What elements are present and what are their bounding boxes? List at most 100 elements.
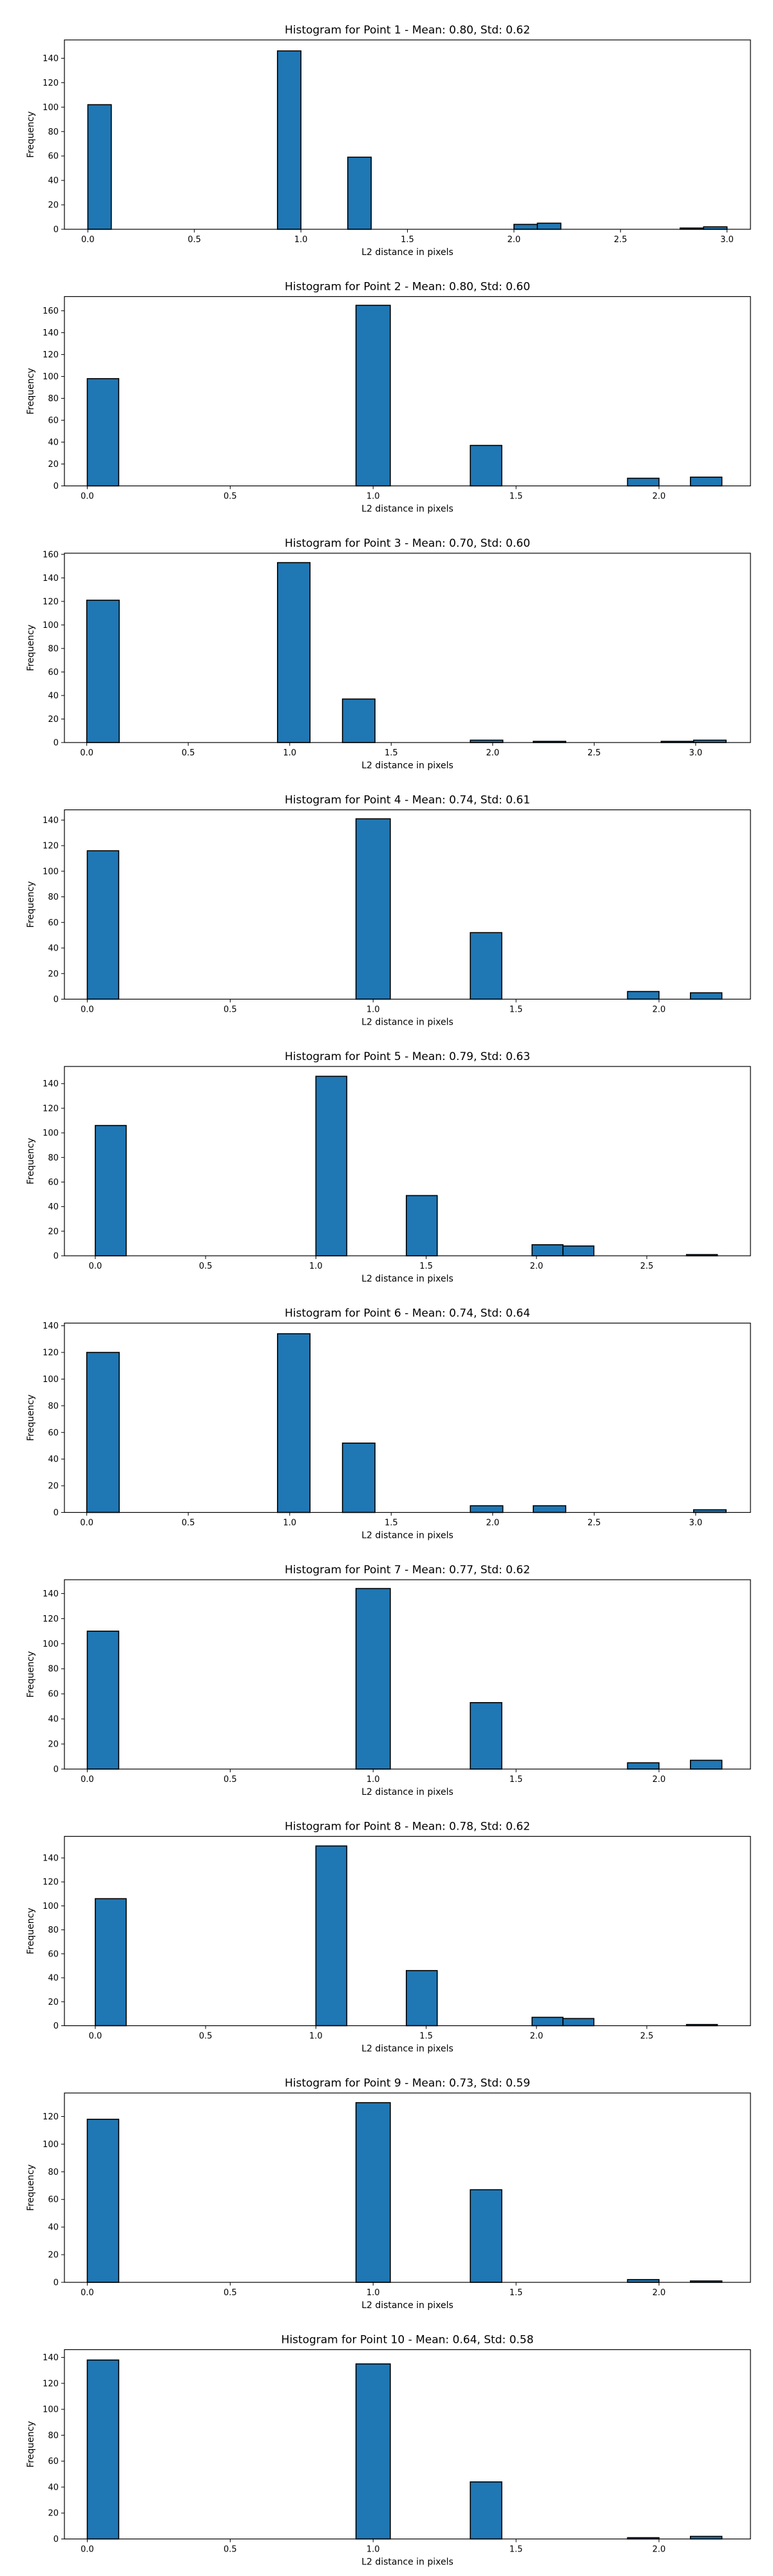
chart-title: Histogram for Point 6 - Mean: 0.74, Std:… [285, 1307, 530, 1320]
y-tick-label: 0 [53, 1508, 59, 1518]
histogram-panel-9: Histogram for Point 9 - Mean: 0.73, Std:… [26, 2077, 751, 2311]
histogram-bar [470, 444, 502, 487]
x-tick-label: 3.0 [689, 1519, 703, 1528]
x-tick-label: 1.5 [510, 1775, 523, 1785]
histogram-bar [627, 477, 660, 487]
x-tick-label: 1.0 [367, 2545, 380, 2555]
histogram-bar [277, 1333, 311, 1513]
y-tick-label: 0 [53, 482, 59, 491]
y-tick-label: 140 [43, 1321, 59, 1331]
y-tick-label: 100 [43, 372, 59, 382]
chart-title: Histogram for Point 3 - Mean: 0.70, Std:… [285, 537, 530, 550]
y-tick-label: 100 [43, 1129, 59, 1139]
x-axis-label: L2 distance in pixels [361, 1531, 453, 1541]
histogram-bar [531, 1244, 564, 1256]
x-tick-label: 2.0 [653, 1775, 666, 1785]
y-axis-label: Frequency [26, 1138, 36, 1184]
y-tick-label: 0 [53, 2278, 59, 2288]
y-tick-label: 80 [48, 1401, 59, 1411]
y-tick-label: 100 [43, 867, 59, 876]
y-axis-label: Frequency [26, 1394, 36, 1441]
y-axis-label: Frequency [26, 2164, 36, 2211]
plot-frame [64, 39, 751, 230]
x-tick-label: 1.0 [283, 748, 296, 758]
chart-title: Histogram for Point 10 - Mean: 0.64, Std… [282, 2334, 534, 2347]
histogram-bar [315, 1075, 348, 1256]
y-tick-label: 20 [48, 2251, 59, 2260]
y-axis-label: Frequency [26, 1651, 36, 1698]
y-tick-label: 40 [48, 2223, 59, 2233]
x-axis-label: L2 distance in pixels [361, 2044, 453, 2054]
y-tick-label: 0 [53, 2022, 59, 2031]
x-axis-label: L2 distance in pixels [361, 2300, 453, 2311]
y-tick-label: 140 [43, 1853, 59, 1863]
x-tick-label: 1.0 [367, 492, 380, 502]
y-tick-label: 80 [48, 1665, 59, 1674]
x-tick-label: 2.0 [508, 235, 521, 245]
histogram-bar [86, 1631, 120, 1770]
y-tick-label: 20 [48, 969, 59, 979]
x-tick-label: 0.0 [81, 1005, 94, 1015]
y-axis-label: Frequency [26, 1908, 36, 1954]
x-tick-label: 3.0 [720, 235, 734, 245]
y-tick-label: 80 [48, 128, 59, 137]
x-tick-label: 0.5 [224, 1775, 237, 1785]
x-axis-label: L2 distance in pixels [361, 247, 453, 258]
y-tick-label: 80 [48, 644, 59, 654]
histogram-bar [627, 2278, 660, 2283]
x-tick-label: 0.5 [182, 748, 195, 758]
y-tick-label: 40 [48, 2483, 59, 2492]
y-axis-label: Frequency [26, 111, 36, 158]
histogram-bar [405, 1195, 438, 1256]
x-tick-label: 1.5 [385, 748, 398, 758]
x-tick-label: 0.5 [224, 2545, 237, 2555]
y-tick-label: 100 [43, 621, 59, 630]
y-tick-label: 20 [48, 1740, 59, 1750]
histogram-bar [355, 818, 391, 1000]
x-tick-label: 2.0 [653, 2545, 666, 2555]
y-tick-label: 40 [48, 1715, 59, 1725]
y-tick-label: 80 [48, 2168, 59, 2177]
y-tick-label: 120 [43, 842, 59, 851]
x-tick-label: 1.5 [510, 492, 523, 502]
x-tick-label: 0.0 [81, 2545, 94, 2555]
y-tick-label: 120 [43, 1349, 59, 1358]
y-tick-label: 40 [48, 1455, 59, 1464]
plot-frame [64, 1835, 751, 2027]
y-tick-label: 20 [48, 2509, 59, 2519]
y-tick-label: 80 [48, 2431, 59, 2441]
y-tick-label: 120 [43, 597, 59, 607]
x-tick-label: 0.5 [224, 492, 237, 502]
x-tick-label: 0.5 [182, 1519, 195, 1528]
histogram-bar [347, 156, 372, 230]
y-tick-label: 120 [43, 1104, 59, 1113]
y-tick-label: 140 [43, 2353, 59, 2363]
histogram-bar [277, 562, 311, 743]
histogram-bar [315, 1845, 348, 2027]
y-tick-label: 160 [43, 307, 59, 316]
histogram-panel-7: Histogram for Point 7 - Mean: 0.77, Std:… [26, 1564, 751, 1797]
plot-frame [64, 2092, 751, 2283]
y-tick-label: 60 [48, 2457, 59, 2467]
histogram-bar [86, 600, 120, 743]
y-tick-label: 60 [48, 918, 59, 928]
chart-title: Histogram for Point 9 - Mean: 0.73, Std:… [285, 2077, 530, 2090]
histogram-bar [355, 305, 391, 487]
y-tick-label: 60 [48, 2195, 59, 2205]
plot-frame [64, 1579, 751, 1770]
histogram-panel-3: Histogram for Point 3 - Mean: 0.70, Std:… [26, 537, 751, 771]
histogram-bar [86, 1352, 120, 1513]
x-tick-label: 2.0 [653, 1005, 666, 1015]
x-tick-label: 0.0 [81, 492, 94, 502]
x-tick-label: 3.0 [689, 748, 703, 758]
histogram-bar [470, 1702, 502, 1770]
histogram-bar [341, 1443, 376, 1513]
y-tick-label: 20 [48, 715, 59, 724]
y-tick-label: 160 [43, 550, 59, 560]
histogram-bar [470, 2481, 502, 2540]
histogram-bar [533, 1505, 567, 1513]
histogram-bar [690, 2535, 723, 2540]
histogram-bar [627, 1762, 660, 1770]
histogram-bar [355, 2102, 391, 2283]
histogram-bar [692, 1509, 727, 1513]
